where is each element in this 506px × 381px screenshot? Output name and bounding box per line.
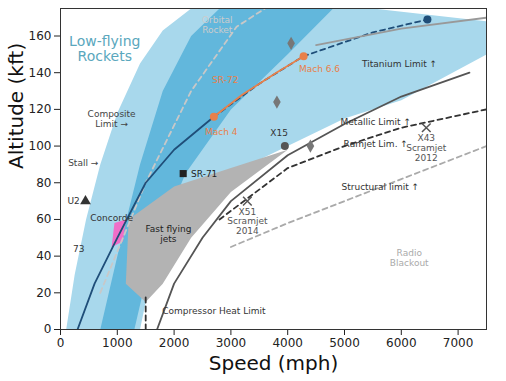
svg-text:CompositeLimit →: CompositeLimit → — [88, 109, 136, 129]
svg-text:2000: 2000 — [159, 336, 190, 350]
svg-text:0: 0 — [44, 322, 52, 336]
svg-text:SR-72: SR-72 — [212, 75, 238, 85]
svg-text:X15: X15 — [270, 128, 288, 138]
svg-text:X51Scramjet2014: X51Scramjet2014 — [227, 207, 268, 237]
svg-text:Metallic Limit ↑: Metallic Limit ↑ — [341, 117, 411, 127]
svg-text:Mach 4: Mach 4 — [205, 127, 238, 137]
svg-text:Fast flyingjets: Fast flyingjets — [145, 224, 191, 244]
svg-text:SR-71: SR-71 — [191, 169, 217, 179]
svg-text:Structural limit ↑: Structural limit ↑ — [341, 182, 419, 192]
svg-text:Compressor Heat Limit: Compressor Heat Limit — [162, 306, 266, 316]
svg-text:Mach 6.6: Mach 6.6 — [299, 64, 340, 74]
svg-text:140: 140 — [29, 66, 52, 80]
svg-text:0: 0 — [57, 336, 65, 350]
svg-text:Concorde: Concorde — [90, 213, 133, 223]
svg-text:U2: U2 — [67, 196, 79, 206]
svg-text:1000: 1000 — [102, 336, 133, 350]
svg-text:RadioBlackout: RadioBlackout — [390, 248, 429, 268]
svg-text:5000: 5000 — [329, 336, 360, 350]
svg-text:4000: 4000 — [272, 336, 303, 350]
svg-text:Titanium Limit ↑: Titanium Limit ↑ — [361, 59, 437, 69]
svg-text:3000: 3000 — [216, 336, 247, 350]
svg-text:Speed (mph): Speed (mph) — [209, 351, 339, 375]
svg-text:Stall →: Stall → — [68, 158, 99, 168]
svg-text:OrbitalRocket: OrbitalRocket — [202, 15, 233, 35]
svg-text:80: 80 — [36, 176, 51, 190]
svg-text:60: 60 — [36, 212, 51, 226]
svg-text:40: 40 — [36, 249, 51, 263]
svg-text:20: 20 — [36, 286, 51, 300]
svg-text:Altitude (kft): Altitude (kft) — [4, 43, 28, 169]
svg-text:6000: 6000 — [386, 336, 417, 350]
svg-text:100: 100 — [29, 139, 52, 153]
svg-text:160: 160 — [29, 29, 52, 43]
svg-text:7000: 7000 — [443, 336, 474, 350]
svg-text:Low-flyingRockets: Low-flyingRockets — [69, 33, 140, 64]
svg-text:73: 73 — [73, 244, 84, 254]
svg-text:X43Scramjet2012: X43Scramjet2012 — [406, 133, 447, 163]
svg-text:120: 120 — [29, 102, 52, 116]
svg-text:Ramjet Lim. ↑: Ramjet Lim. ↑ — [344, 139, 408, 149]
